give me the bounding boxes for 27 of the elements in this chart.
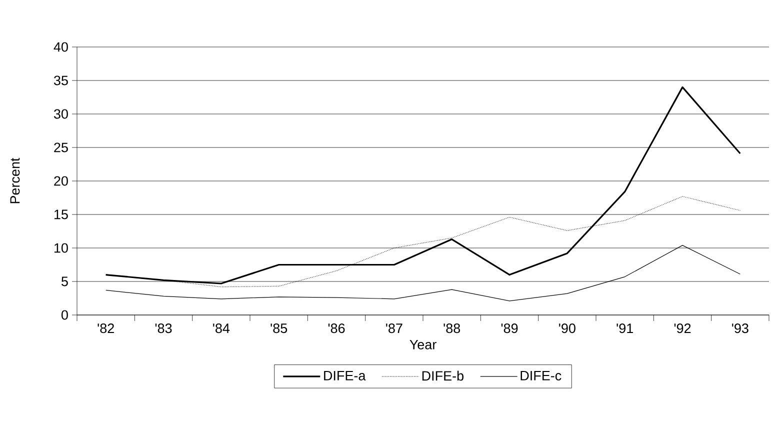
y-tick-label: 5 — [62, 276, 68, 286]
x-tick-label: '93 — [732, 324, 748, 334]
y-tick-label: 15 — [54, 210, 68, 220]
x-tick-label: '82 — [98, 324, 114, 334]
legend-label: DIFE-c — [520, 371, 562, 380]
y-tick-label: 35 — [54, 76, 68, 86]
y-axis-title: Percent — [10, 158, 20, 204]
y-tick-label: 40 — [54, 42, 68, 52]
x-tick-label: '89 — [501, 324, 518, 334]
x-tick-label: '83 — [155, 324, 172, 334]
x-tick-label: '85 — [270, 324, 288, 334]
x-tick-label: '88 — [444, 324, 460, 334]
legend-label: DIFE-b — [422, 370, 464, 381]
x-tick-label: '90 — [559, 324, 576, 334]
x-tick-label: '86 — [328, 324, 345, 334]
x-tick-label: '87 — [386, 324, 402, 334]
y-tick-label: 30 — [54, 109, 68, 119]
x-tick-label: '84 — [213, 324, 230, 334]
x-tick-label: '92 — [674, 324, 691, 334]
x-axis-title: Year — [410, 340, 436, 350]
y-tick-label: 25 — [54, 142, 68, 152]
y-tick-label: 10 — [54, 243, 68, 253]
y-tick-label: 20 — [54, 176, 68, 186]
x-tick-label: '91 — [616, 324, 633, 334]
legend-label: DIFE-a — [324, 371, 366, 380]
line-series — [106, 245, 740, 302]
y-tick-label: 0 — [62, 310, 68, 320]
